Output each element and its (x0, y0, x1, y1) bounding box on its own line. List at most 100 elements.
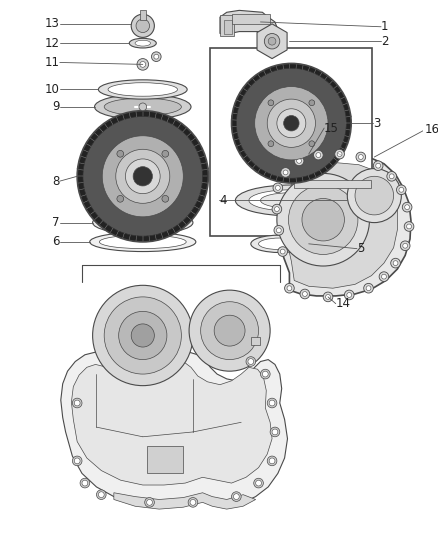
Circle shape (272, 204, 282, 214)
Circle shape (314, 150, 323, 160)
Circle shape (316, 152, 321, 157)
Circle shape (102, 136, 183, 217)
Text: 12: 12 (45, 37, 60, 50)
Circle shape (232, 63, 351, 183)
Circle shape (285, 284, 294, 293)
Circle shape (139, 103, 147, 111)
Text: 2: 2 (381, 35, 389, 48)
Circle shape (278, 247, 287, 256)
Circle shape (237, 68, 346, 178)
Polygon shape (285, 163, 397, 288)
Circle shape (256, 480, 261, 486)
Polygon shape (61, 352, 287, 506)
Circle shape (277, 173, 370, 266)
Circle shape (116, 149, 170, 203)
Circle shape (77, 111, 208, 242)
Circle shape (393, 261, 398, 265)
Circle shape (300, 289, 310, 299)
Circle shape (391, 259, 400, 268)
Circle shape (99, 492, 104, 497)
Circle shape (265, 34, 280, 49)
Circle shape (248, 359, 254, 365)
Circle shape (140, 61, 146, 67)
Circle shape (162, 150, 169, 157)
Circle shape (214, 315, 245, 346)
Text: 11: 11 (45, 56, 60, 69)
Circle shape (274, 225, 284, 235)
Circle shape (131, 324, 154, 347)
Circle shape (137, 59, 148, 70)
Circle shape (335, 149, 344, 159)
Circle shape (154, 54, 159, 59)
Circle shape (289, 185, 358, 254)
Circle shape (261, 369, 270, 379)
Circle shape (267, 398, 277, 408)
Circle shape (189, 290, 270, 371)
Text: 10: 10 (45, 83, 60, 96)
Circle shape (201, 302, 258, 360)
Ellipse shape (95, 94, 191, 119)
Circle shape (72, 398, 82, 408)
Circle shape (82, 480, 88, 486)
Circle shape (366, 286, 371, 290)
Circle shape (92, 285, 193, 386)
Circle shape (379, 272, 389, 281)
Circle shape (297, 158, 301, 163)
Text: 5: 5 (357, 242, 364, 255)
Polygon shape (71, 360, 272, 485)
Circle shape (273, 183, 283, 193)
Circle shape (232, 492, 241, 502)
Circle shape (275, 207, 279, 212)
Circle shape (268, 141, 274, 147)
Bar (140, 10, 146, 20)
Circle shape (152, 52, 161, 61)
Circle shape (277, 109, 306, 138)
Circle shape (270, 427, 280, 437)
Polygon shape (278, 152, 411, 296)
Text: 14: 14 (336, 297, 351, 310)
Circle shape (373, 161, 383, 171)
Circle shape (246, 357, 256, 366)
Circle shape (276, 185, 280, 190)
Ellipse shape (108, 83, 177, 96)
Circle shape (344, 290, 354, 300)
Text: 9: 9 (52, 100, 60, 114)
Ellipse shape (258, 238, 301, 249)
Circle shape (233, 494, 239, 499)
Circle shape (399, 188, 404, 192)
Circle shape (254, 478, 263, 488)
Bar (220, 15, 234, 36)
Circle shape (403, 244, 408, 248)
Circle shape (406, 224, 411, 229)
Text: 13: 13 (45, 18, 60, 30)
Circle shape (337, 152, 342, 157)
Circle shape (309, 100, 315, 106)
Circle shape (358, 155, 363, 159)
Circle shape (287, 286, 292, 290)
Circle shape (72, 456, 82, 466)
Text: 4: 4 (219, 194, 226, 207)
Circle shape (402, 203, 412, 212)
Ellipse shape (104, 98, 181, 116)
Ellipse shape (251, 235, 309, 253)
Circle shape (147, 499, 152, 505)
Circle shape (396, 185, 406, 195)
Circle shape (303, 292, 307, 296)
Text: 1: 1 (381, 20, 389, 33)
Circle shape (283, 170, 288, 175)
Circle shape (356, 152, 366, 162)
Text: 8: 8 (53, 175, 60, 188)
Circle shape (269, 400, 275, 406)
Circle shape (268, 37, 276, 45)
Bar (147, 447, 183, 473)
Text: 7: 7 (52, 216, 60, 229)
Circle shape (267, 99, 315, 147)
Circle shape (347, 293, 352, 297)
Circle shape (405, 205, 410, 209)
Circle shape (136, 19, 149, 33)
Circle shape (323, 292, 333, 302)
Circle shape (117, 196, 124, 202)
Bar (210, 48, 372, 236)
Ellipse shape (102, 215, 183, 230)
Circle shape (104, 297, 181, 374)
